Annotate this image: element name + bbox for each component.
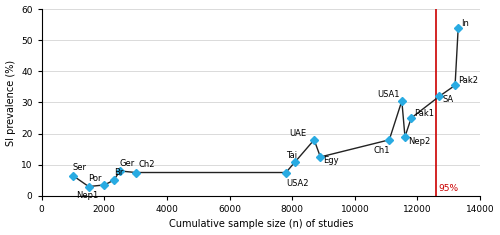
Text: SA: SA bbox=[442, 95, 454, 104]
Text: Tai: Tai bbox=[286, 151, 297, 160]
Text: Pak1: Pak1 bbox=[414, 109, 434, 118]
Text: Br: Br bbox=[114, 168, 123, 177]
Text: In: In bbox=[462, 19, 469, 27]
Y-axis label: SI prevalence (%): SI prevalence (%) bbox=[6, 59, 16, 145]
Text: UAE: UAE bbox=[289, 129, 306, 138]
Text: Pak2: Pak2 bbox=[458, 76, 478, 85]
Text: Por: Por bbox=[88, 174, 102, 183]
Text: Nep1: Nep1 bbox=[76, 191, 98, 200]
Text: Nep2: Nep2 bbox=[408, 137, 430, 146]
Text: Ger: Ger bbox=[120, 159, 135, 168]
Text: 95%: 95% bbox=[439, 184, 459, 193]
Text: Egy: Egy bbox=[324, 156, 339, 164]
Text: USA2: USA2 bbox=[286, 179, 308, 188]
Text: Ser: Ser bbox=[73, 163, 87, 172]
Text: Ch1: Ch1 bbox=[374, 146, 390, 155]
Text: Ch2: Ch2 bbox=[138, 160, 155, 169]
Text: USA1: USA1 bbox=[377, 90, 400, 99]
X-axis label: Cumulative sample size (n) of studies: Cumulative sample size (n) of studies bbox=[168, 219, 353, 229]
